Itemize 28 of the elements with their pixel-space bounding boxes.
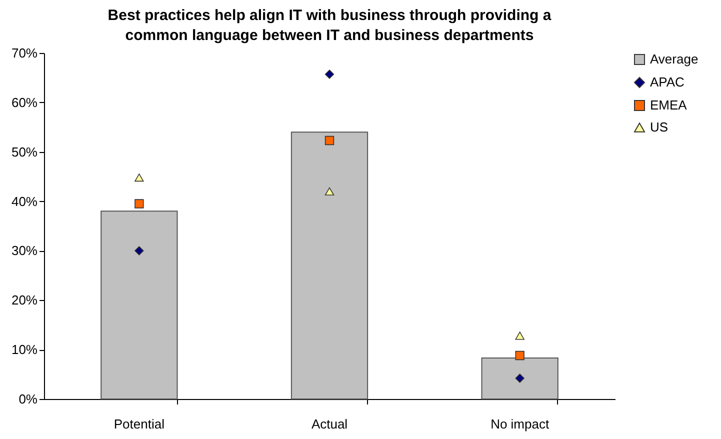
x-tick-label: No impact [490,416,550,432]
y-tick-label: 50% [11,144,38,160]
y-tick-label: 0% [18,392,38,406]
point [324,187,334,196]
legend-label: EMEA [650,98,688,112]
y-tick-label: 30% [11,243,38,258]
chart-title: Best practices help align IT with business through providing a common language between IT and business departments [108,7,552,44]
point [134,246,144,256]
point [324,70,334,79]
point [134,174,144,182]
y-tick-label: 10% [11,342,38,358]
y-tick-label: 70% [11,46,38,60]
x-tick-label: Potential [114,416,165,432]
bar [290,132,368,400]
point [134,199,144,208]
x-tick-label: Actual [311,416,348,432]
point [515,374,524,383]
legend-label: APAC [650,74,684,90]
bar [481,357,558,400]
point [515,350,524,360]
y-tick-label: 20% [11,292,38,308]
y-tick-label: 60% [11,94,38,110]
bar [100,210,178,400]
legend-label: Average [650,52,698,66]
y-tick-label: 40% [11,194,38,209]
legend-label: US [650,120,668,134]
point [515,332,524,340]
point [324,136,334,146]
